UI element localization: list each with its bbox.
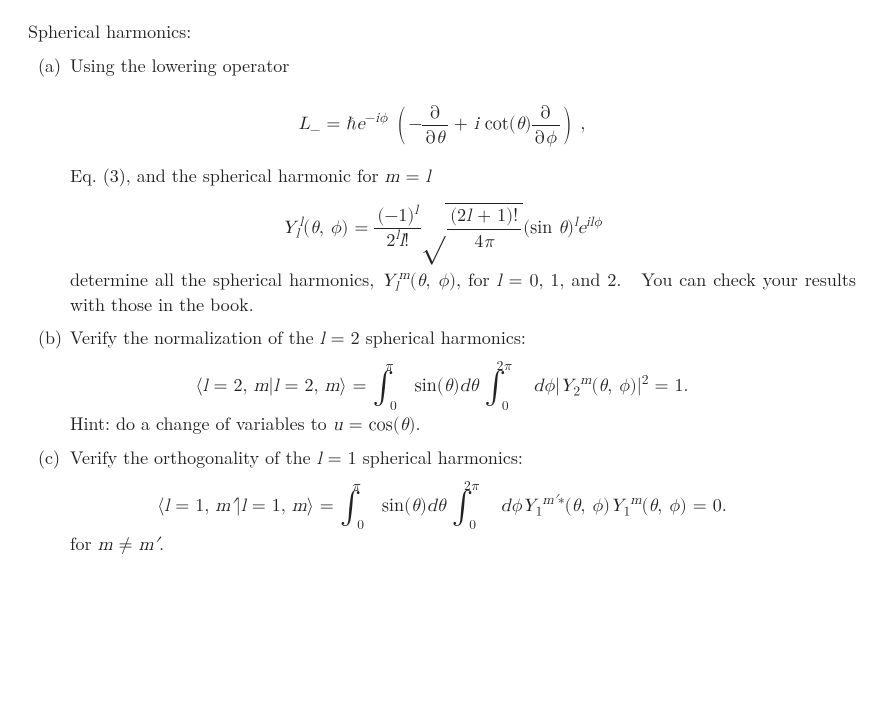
part-a-line1: Using the lowering operator: [70, 54, 856, 78]
part-a-line2: Eq. (3), and the spherical harmonic for …: [28, 164, 856, 189]
part-b-eq: ⟨l = 2, m|l = 2, m⟩ = ∫0π sin(θ)dθ ∫02π …: [28, 373, 856, 398]
part-a-eq2: Yll(θ, ϕ) = (−1)l2ll!√(2l + 1)!4π(sin θ)…: [28, 203, 856, 254]
part-c-line1: Verify the orthogonality of the l = 1 sp…: [70, 446, 856, 471]
part-c-eq: ⟨l = 1, m′|l = 1, m⟩ = ∫0π sin(θ)dθ ∫02π…: [28, 493, 856, 518]
part-b-hint: Hint: do a change of variables to u = co…: [28, 412, 856, 437]
part-c-label: (c): [38, 446, 70, 479]
part-c: (c) Verify the orthogonality of the l = …: [28, 446, 856, 479]
part-a-eq1: L− = ℏe−iϕ (−∂∂θ + i cot(θ)∂∂ϕ) ,: [28, 101, 856, 151]
part-b: (b) Verify the normalization of the l = …: [28, 326, 856, 359]
section-title: Spherical harmonics:: [28, 20, 856, 44]
part-c-line2: for m ≠ m′.: [28, 532, 856, 557]
part-a-line3: determine all the spherical harmonics, Y…: [28, 268, 856, 318]
part-a: (a) Using the lowering operator: [28, 54, 856, 86]
part-b-label: (b): [38, 326, 70, 359]
part-a-label: (a): [38, 54, 70, 86]
part-b-line1: Verify the normalization of the l = 2 sp…: [70, 326, 856, 351]
